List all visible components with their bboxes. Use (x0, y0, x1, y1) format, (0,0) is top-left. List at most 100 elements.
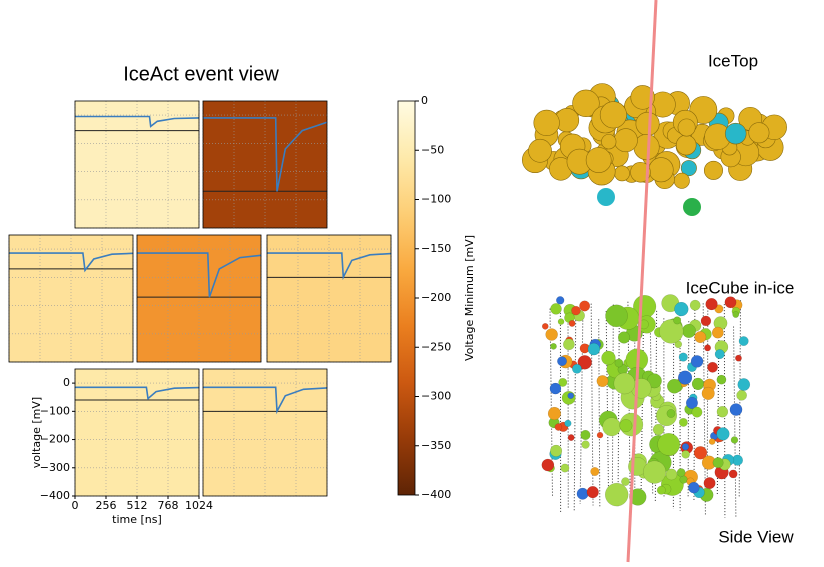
dom-hit (729, 403, 743, 416)
dom-hit (567, 392, 575, 400)
inice-label: IceCube in-ice (686, 278, 795, 297)
dom-hit (550, 303, 562, 315)
dom-hit (545, 328, 558, 341)
dom-hit (691, 377, 705, 391)
tank-hit (599, 101, 627, 129)
dom-hit (693, 446, 708, 460)
dom-hit (703, 477, 716, 490)
dom-hit (694, 331, 707, 344)
dom-hit (730, 436, 739, 444)
dom-hit (557, 318, 565, 325)
tank-hit (528, 138, 552, 163)
x-tick-label: 768 (158, 499, 179, 512)
tank-hit (703, 160, 723, 180)
dom-hit (690, 355, 704, 368)
waveform (9, 252, 134, 273)
tank-hit (533, 109, 560, 136)
dom-hit (736, 389, 747, 401)
dom-hit (547, 406, 562, 421)
event-3d-view (522, 0, 787, 563)
tank-hit (630, 161, 651, 183)
waveform (75, 115, 200, 128)
dom-hit (642, 460, 667, 484)
dom-hit (714, 349, 725, 360)
dom-hit (613, 372, 636, 395)
tank-hit (633, 134, 660, 161)
waveform (75, 386, 200, 401)
string (723, 304, 726, 518)
x-axis-label: time [ns] (112, 513, 162, 526)
dom-hit (580, 429, 591, 441)
string (693, 309, 696, 502)
dom-hit (605, 304, 628, 328)
dom-hit (678, 352, 688, 362)
tank-hit (597, 188, 615, 206)
dom-hit (557, 356, 567, 367)
dom-hit (563, 338, 575, 351)
dom-hit (665, 468, 678, 481)
colorbar (397, 100, 416, 496)
dom-hit (673, 316, 682, 325)
dom-hit (621, 477, 630, 486)
waveform (203, 117, 328, 192)
colorbar-tick-label: −400 (421, 488, 451, 501)
dom-hit (619, 419, 633, 433)
dom-hit (728, 469, 738, 479)
dom-hit (705, 297, 718, 311)
colorbar-tick-label: −50 (421, 143, 444, 156)
dom-hit (564, 419, 572, 427)
string (702, 303, 706, 515)
dom-hit (708, 438, 716, 445)
dom-hit (676, 468, 686, 477)
dom-hit (581, 440, 590, 449)
tank-hit (613, 128, 638, 153)
colorbar-tick-label: −200 (421, 291, 451, 304)
dom-hit (656, 485, 666, 495)
dom-hit (541, 323, 549, 330)
waveform (267, 252, 392, 281)
panel-frame (74, 100, 200, 229)
tank-hit (635, 111, 660, 136)
dom-hit (681, 450, 690, 459)
dom-hit (738, 336, 749, 347)
colorbar-tick-label: −100 (421, 193, 451, 206)
dom-hit (550, 343, 557, 350)
string (573, 311, 577, 512)
dom-hit (571, 363, 582, 374)
dom-hit (568, 319, 576, 327)
colorbar-tick-label: −150 (421, 242, 451, 255)
dom-hit (716, 406, 729, 418)
tank-hit (585, 147, 612, 173)
dom-hit (724, 296, 737, 309)
dom-hit (586, 486, 599, 499)
dom-hit (576, 487, 589, 500)
tank-hit (680, 160, 697, 177)
dom-hit (732, 311, 740, 318)
dom-hit (700, 315, 712, 327)
dom-hit (614, 358, 624, 368)
tank-hit (673, 172, 690, 189)
y-tick-label: 0 (63, 376, 70, 389)
dom-hit (659, 319, 684, 344)
dom-hit (689, 299, 701, 311)
string (617, 328, 620, 507)
dom-hit (711, 326, 724, 339)
y-tick-label: −300 (40, 461, 70, 474)
tank-hit (724, 122, 747, 145)
dom-hit (678, 417, 688, 427)
colorbar-label: Voltage Minimum [mV] (463, 235, 476, 361)
dom-hit (704, 344, 712, 352)
y-axis-label: voltage [mV] (30, 397, 43, 468)
shower-axis (626, 0, 658, 563)
tank-hit (677, 118, 696, 137)
panel-frame (202, 368, 328, 497)
y-tick-label: −200 (40, 433, 70, 446)
x-tick-label: 512 (127, 499, 148, 512)
dom-hit (707, 361, 718, 373)
dom-hit (549, 382, 562, 395)
dom-hit (629, 488, 647, 506)
dom-hit (577, 355, 592, 370)
panel-frame (136, 234, 262, 363)
dom-hit (735, 354, 742, 362)
chart-title: IceAct event view (123, 63, 279, 85)
